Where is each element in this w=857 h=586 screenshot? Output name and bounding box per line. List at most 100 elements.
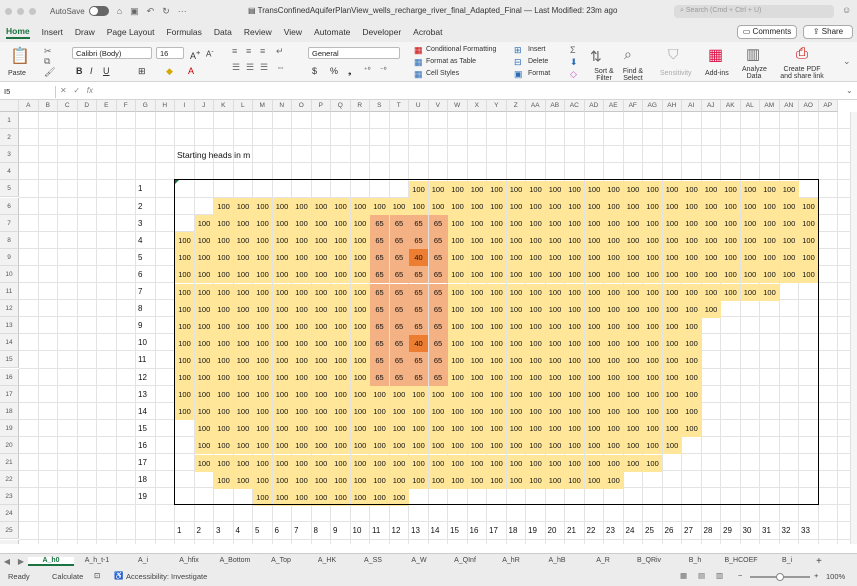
head-cell[interactable]: 100 bbox=[272, 317, 292, 335]
head-cell[interactable]: 100 bbox=[623, 198, 643, 215]
head-cell[interactable]: 65 bbox=[389, 266, 409, 284]
head-cell[interactable]: 100 bbox=[487, 283, 506, 301]
head-cell[interactable]: 100 bbox=[253, 198, 272, 215]
col-index-label[interactable]: 28 bbox=[703, 526, 713, 536]
spreadsheet-grid[interactable]: A B C D E F G H I J K L M N O P Q R S T U V W X Y Z AA AB AC AD AE AF AG… bbox=[0, 100, 857, 544]
head-cell[interactable]: 100 bbox=[214, 232, 233, 250]
head-cell[interactable]: 100 bbox=[545, 386, 565, 404]
head-cell[interactable]: 100 bbox=[175, 334, 194, 352]
head-cell[interactable]: 100 bbox=[799, 232, 818, 250]
delete-cells-button[interactable]: Delete bbox=[528, 58, 549, 65]
column-header[interactable]: Y bbox=[487, 100, 507, 112]
head-cell[interactable]: 100 bbox=[682, 403, 701, 421]
head-cell[interactable]: 100 bbox=[565, 180, 584, 198]
row-header[interactable]: 13 bbox=[0, 317, 19, 335]
bold-icon[interactable]: B bbox=[76, 66, 83, 76]
head-cell[interactable]: 100 bbox=[506, 317, 526, 335]
head-cell[interactable]: 100 bbox=[643, 249, 662, 267]
col-index-label[interactable]: 24 bbox=[625, 526, 635, 536]
head-cell[interactable]: 100 bbox=[584, 351, 604, 369]
collapse-ribbon-icon[interactable]: ⌄ bbox=[843, 56, 851, 66]
head-cell[interactable]: 100 bbox=[604, 198, 623, 215]
head-cell[interactable]: 100 bbox=[662, 249, 682, 267]
head-cell[interactable]: 100 bbox=[584, 249, 604, 267]
head-cell[interactable]: 100 bbox=[233, 386, 253, 404]
head-cell[interactable]: 100 bbox=[214, 454, 233, 472]
column-header[interactable]: K bbox=[214, 100, 234, 112]
head-cell[interactable]: 100 bbox=[233, 215, 253, 233]
row-header[interactable]: 24 bbox=[0, 505, 19, 523]
col-index-label[interactable]: 9 bbox=[333, 526, 338, 536]
sheet-tab-a-top[interactable]: A_Top bbox=[271, 556, 291, 564]
head-cell[interactable]: 100 bbox=[584, 420, 604, 438]
head-cell[interactable]: 65 bbox=[428, 266, 448, 284]
head-cell[interactable]: 100 bbox=[740, 283, 760, 301]
head-cell[interactable]: 100 bbox=[779, 266, 799, 284]
head-cell[interactable]: 100 bbox=[487, 351, 506, 369]
row-index-label[interactable]: 4 bbox=[138, 235, 143, 245]
head-cell[interactable]: 100 bbox=[623, 403, 643, 421]
head-cell[interactable]: 100 bbox=[448, 283, 467, 301]
head-cell[interactable]: 100 bbox=[233, 420, 253, 438]
head-cell[interactable]: 100 bbox=[233, 232, 253, 250]
sheet-tab-a-i[interactable]: A_i bbox=[137, 556, 149, 564]
head-cell[interactable]: 100 bbox=[194, 249, 214, 267]
col-index-label[interactable]: 23 bbox=[606, 526, 615, 536]
head-cell[interactable]: 100 bbox=[311, 300, 331, 318]
head-cell[interactable]: 100 bbox=[389, 420, 409, 438]
head-cell[interactable]: 100 bbox=[272, 283, 292, 301]
head-cell[interactable]: 100 bbox=[331, 198, 350, 215]
head-cell[interactable]: 100 bbox=[448, 266, 467, 284]
head-cell[interactable]: 100 bbox=[253, 317, 272, 335]
head-cell[interactable]: 100 bbox=[584, 437, 604, 455]
column-header[interactable]: AJ bbox=[701, 100, 721, 112]
head-cell[interactable]: 100 bbox=[175, 283, 194, 301]
head-cell[interactable]: 100 bbox=[643, 232, 662, 250]
head-cell[interactable]: 100 bbox=[604, 180, 623, 198]
head-cell[interactable]: 100 bbox=[506, 215, 526, 233]
head-cell[interactable]: 100 bbox=[604, 386, 623, 404]
head-cell[interactable]: 65 bbox=[370, 369, 389, 386]
head-cell[interactable]: 65 bbox=[389, 334, 409, 352]
head-cell[interactable]: 100 bbox=[311, 471, 331, 489]
head-cell[interactable]: 100 bbox=[506, 232, 526, 250]
head-cell[interactable]: 100 bbox=[682, 334, 701, 352]
head-cell[interactable]: 100 bbox=[584, 300, 604, 318]
head-cell[interactable]: 100 bbox=[526, 317, 545, 335]
head-cell[interactable]: 100 bbox=[682, 369, 701, 386]
vertical-scrollbar[interactable] bbox=[850, 112, 857, 544]
head-cell[interactable]: 100 bbox=[194, 369, 214, 386]
head-cell[interactable]: 100 bbox=[662, 215, 682, 233]
head-cell[interactable]: 100 bbox=[643, 283, 662, 301]
head-cell[interactable]: 100 bbox=[467, 180, 487, 198]
column-header[interactable]: X bbox=[467, 100, 487, 112]
head-cell[interactable]: 100 bbox=[272, 249, 292, 267]
head-cell[interactable]: 100 bbox=[389, 437, 409, 455]
head-cell[interactable]: 100 bbox=[448, 369, 467, 386]
head-cell[interactable]: 65 bbox=[389, 283, 409, 301]
head-cell[interactable]: 100 bbox=[350, 488, 370, 506]
head-cell[interactable]: 100 bbox=[467, 403, 487, 421]
sheet-tab-a-qinf[interactable]: A_QInf bbox=[454, 556, 476, 564]
column-header[interactable]: AI bbox=[682, 100, 702, 112]
head-cell[interactable]: 100 bbox=[214, 198, 233, 215]
row-header[interactable]: 7 bbox=[0, 214, 19, 232]
sort-filter-button[interactable]: Sort & Filter bbox=[594, 68, 614, 82]
head-cell[interactable]: 100 bbox=[721, 198, 740, 215]
head-cell[interactable]: 65 bbox=[409, 266, 428, 284]
head-cell[interactable]: 100 bbox=[467, 317, 487, 335]
head-cell[interactable]: 100 bbox=[565, 454, 584, 472]
head-cell[interactable]: 100 bbox=[545, 249, 565, 267]
sheet-tab-a-h0[interactable]: A_h0 bbox=[28, 556, 74, 566]
head-cell[interactable]: 100 bbox=[253, 266, 272, 284]
head-cell[interactable]: 100 bbox=[643, 437, 662, 455]
col-index-label[interactable]: 2 bbox=[196, 526, 201, 536]
head-cell[interactable]: 100 bbox=[253, 300, 272, 318]
head-cell[interactable]: 100 bbox=[623, 283, 643, 301]
head-cell[interactable]: 100 bbox=[350, 232, 370, 250]
search-input[interactable]: ⌕ Search (Cmd + Ctrl + U) bbox=[674, 5, 834, 18]
home-icon[interactable]: ⌂ bbox=[116, 6, 123, 16]
head-cell[interactable]: 65 bbox=[370, 300, 389, 318]
head-cell[interactable]: 100 bbox=[214, 471, 233, 489]
head-cell[interactable]: 100 bbox=[760, 215, 779, 233]
